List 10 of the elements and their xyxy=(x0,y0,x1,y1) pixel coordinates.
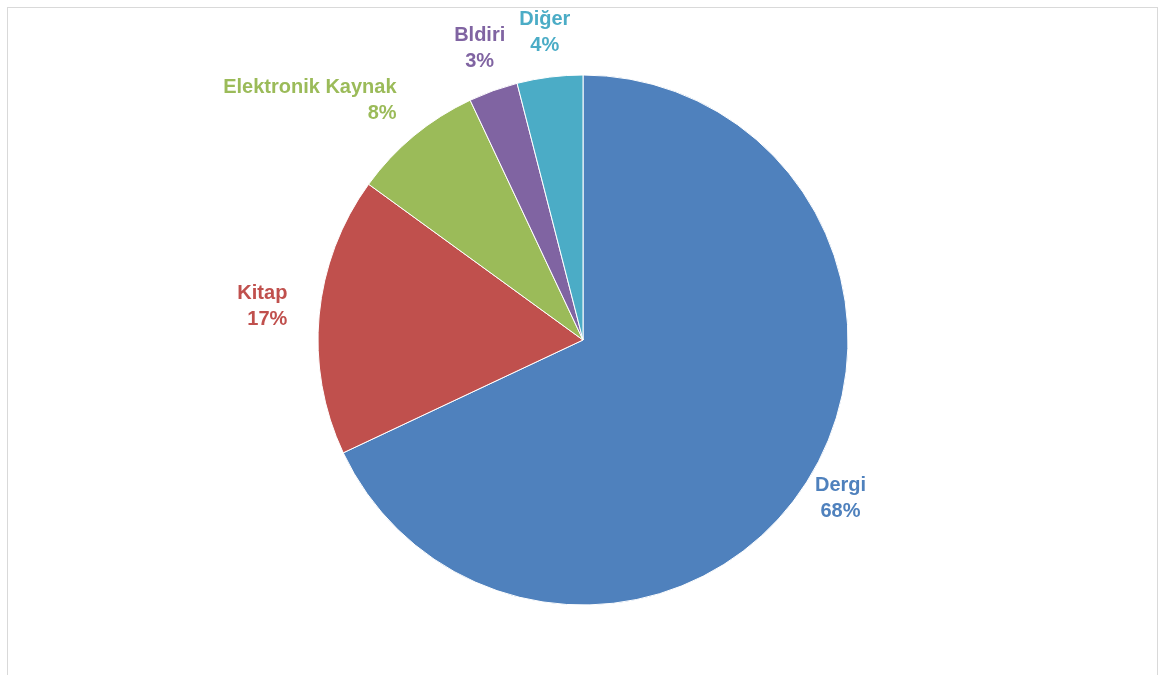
data-label: 68% xyxy=(820,499,861,522)
slice-label: Kitap xyxy=(237,281,288,304)
slice-label: Elektronik Kaynak xyxy=(223,74,398,97)
data-label: 4% xyxy=(530,33,560,56)
slice-label: Bldiri xyxy=(454,23,506,46)
slice-label: Dergi xyxy=(814,473,867,496)
slice-label: Diğer xyxy=(519,7,571,30)
data-label: 8% xyxy=(367,100,397,123)
data-label: 17% xyxy=(247,307,288,330)
data-label: 3% xyxy=(465,49,495,72)
